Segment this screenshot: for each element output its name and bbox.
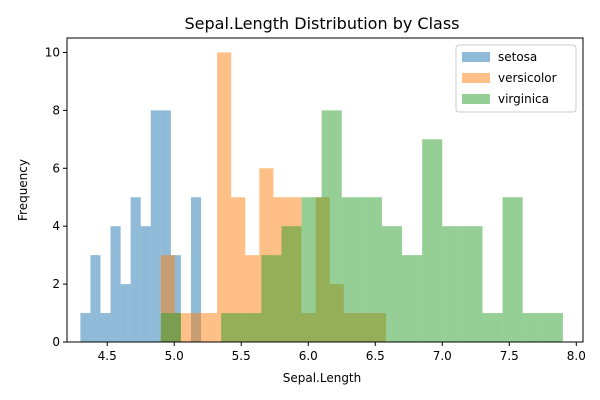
legend: setosa versicolor virginica: [455, 44, 577, 113]
y-tick-label: 10: [45, 45, 60, 59]
plot-frame: [66, 37, 584, 343]
x-tick-label: 5.0: [165, 349, 184, 363]
chart-title: Sepal.Length Distribution by Class: [185, 14, 460, 33]
legend-swatch-versicolor: [462, 73, 490, 83]
bar-virginica: [361, 197, 382, 342]
x-tick-label: 8.0: [567, 349, 586, 363]
bar-setosa: [80, 313, 91, 342]
bar-virginica: [221, 313, 242, 342]
y-axis-label: Frequency: [16, 159, 30, 221]
bar-virginica: [542, 313, 563, 342]
bar-virginica: [442, 226, 463, 342]
bar-virginica: [502, 197, 523, 342]
x-tick-label: 7.0: [433, 349, 452, 363]
bar-virginica: [241, 313, 262, 342]
bar-setosa: [190, 197, 202, 342]
y-tick-label: 4: [52, 219, 60, 233]
legend-label-setosa: setosa: [498, 50, 537, 64]
bar-virginica: [301, 197, 322, 342]
bar-virginica: [281, 226, 302, 342]
legend-swatch-virginica: [462, 94, 490, 104]
bar-virginica: [482, 313, 503, 342]
y-tick-label: 0: [52, 335, 60, 349]
x-tick-label: 6.5: [366, 349, 385, 363]
x-tick-label: 4.5: [98, 349, 117, 363]
x-tick-label: 5.5: [232, 349, 251, 363]
bar-setosa: [120, 284, 131, 342]
bar-setosa: [150, 110, 161, 342]
bar-virginica: [462, 226, 483, 342]
bar-setosa: [170, 255, 181, 342]
bar-virginica: [321, 110, 342, 342]
y-tick-label: 8: [52, 103, 60, 117]
bar-virginica: [402, 255, 423, 342]
bar-versicolor: [188, 313, 204, 342]
legend-swatch-setosa: [462, 52, 490, 62]
bar-virginica: [160, 313, 181, 342]
y-tick-label: 6: [52, 161, 60, 175]
x-tick-label: 6.0: [299, 349, 318, 363]
y-axis-ticks: 0 2 4 6 8 10: [45, 45, 67, 349]
x-axis-label: Sepal.Length: [283, 371, 362, 385]
bar-setosa: [110, 226, 121, 342]
bar-versicolor: [231, 197, 246, 342]
legend-label-versicolor: versicolor: [498, 71, 557, 85]
bar-setosa: [90, 255, 101, 342]
bar-virginica: [341, 197, 362, 342]
x-axis-ticks: 4.5 5.0 5.5 6.0 6.5 7.0 7.5 8.0: [98, 342, 586, 363]
bar-setosa: [130, 197, 141, 342]
bar-setosa: [160, 110, 171, 342]
bar-virginica: [522, 313, 543, 342]
bar-versicolor: [217, 52, 232, 342]
y-tick-label: 2: [52, 277, 60, 291]
bar-versicolor: [203, 313, 218, 342]
legend-label-virginica: virginica: [498, 92, 549, 106]
bar-setosa: [100, 313, 111, 342]
bar-virginica: [261, 255, 282, 342]
bar-virginica: [381, 226, 403, 342]
x-tick-label: 7.5: [500, 349, 519, 363]
bars-layer: [80, 52, 563, 342]
bar-setosa: [140, 226, 151, 342]
bar-virginica: [422, 139, 443, 342]
